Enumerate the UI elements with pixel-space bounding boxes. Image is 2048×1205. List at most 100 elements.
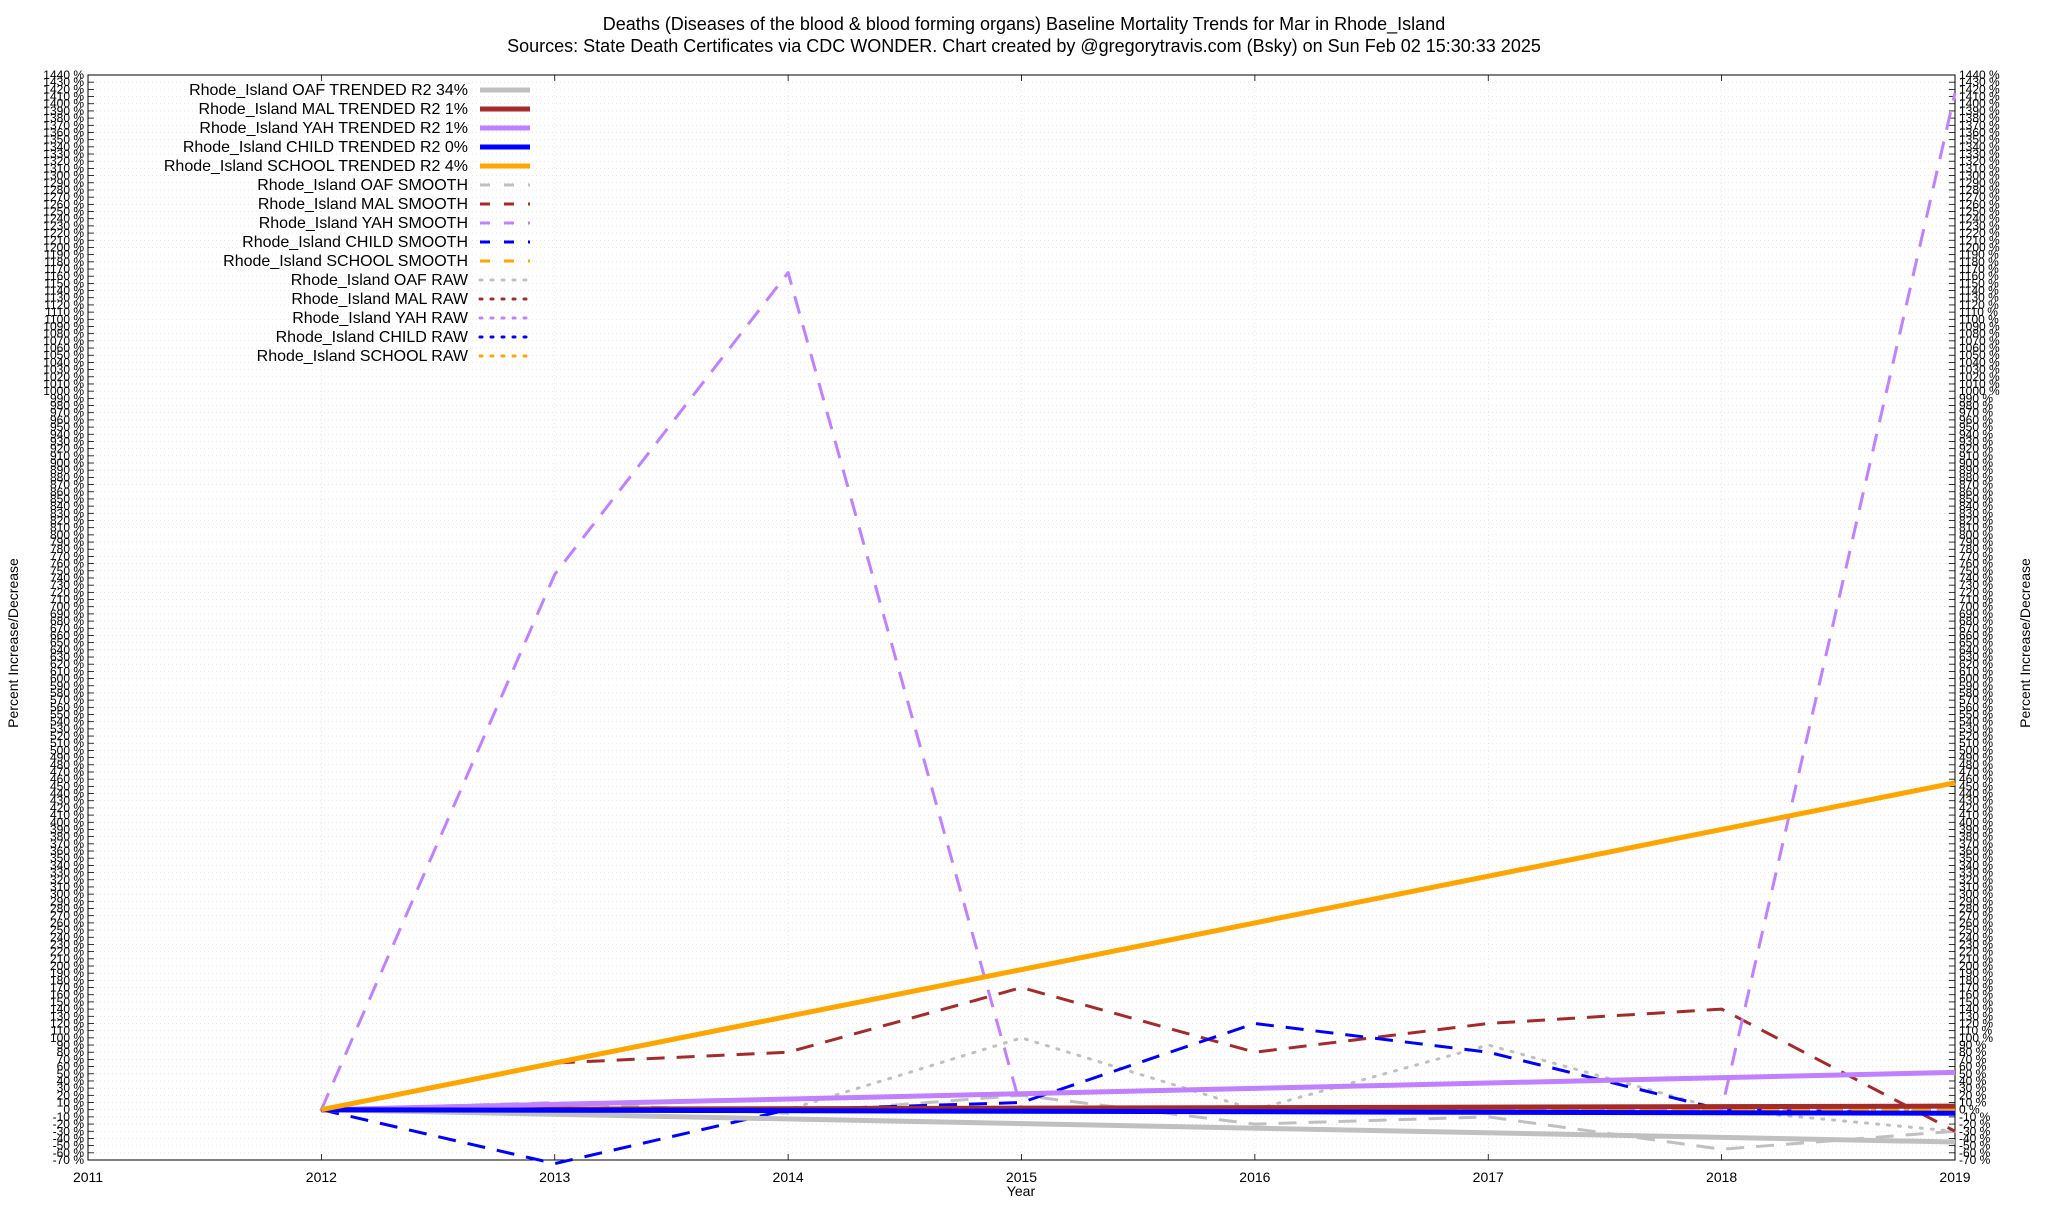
y2-tick-label: 610 % — [1959, 664, 1993, 678]
y-tick-label: 610 % — [50, 664, 84, 678]
legend-label: Rhode_Island OAF TRENDED R2 34% — [189, 82, 468, 99]
y2-tick-label: 180 % — [1959, 973, 1993, 987]
y2-tick-label: 50 % — [1959, 1067, 1987, 1081]
y-tick-label: 1090 % — [43, 319, 84, 333]
y-tick-label: 940 % — [50, 427, 84, 441]
y-tick-label: 100 % — [50, 1031, 84, 1045]
y-tick-label: 1270 % — [43, 190, 84, 204]
y-tick-label: 1240 % — [43, 212, 84, 226]
y-tick-label: 1080 % — [43, 327, 84, 341]
y-tick-label: 150 % — [50, 995, 84, 1009]
y-tick-label: 1320 % — [43, 154, 84, 168]
y2-tick-label: 330 % — [1959, 866, 1993, 880]
y2-tick-label: -50 % — [1959, 1139, 1991, 1153]
y-tick-label: 1410 % — [43, 90, 84, 104]
y-tick-label: 230 % — [50, 937, 84, 951]
y2-tick-label: 1300 % — [1959, 169, 2000, 183]
y2-tick-label: 1000 % — [1959, 384, 2000, 398]
y-tick-label: -60 % — [53, 1146, 85, 1160]
x-tick-label: 2016 — [1239, 1169, 1270, 1185]
y2-tick-label: 400 % — [1959, 815, 1993, 829]
y2-tick-label: 770 % — [1959, 549, 1993, 563]
y-tick-label: 50 % — [57, 1067, 85, 1081]
y-tick-label: 260 % — [50, 916, 84, 930]
y2-tick-label: 1160 % — [1959, 269, 1999, 283]
y2-tick-label: 660 % — [1959, 628, 1993, 642]
y-tick-label: 60 % — [57, 1060, 85, 1074]
y-tick-label: 730 % — [50, 578, 84, 592]
series-line-6 — [321, 986, 1956, 1133]
y2-tick-label: 1060 % — [1959, 341, 2000, 355]
y2-tick-label: 1220 % — [1959, 226, 2000, 240]
y2-tick-label: 450 % — [1959, 779, 1993, 793]
y2-tick-label: 850 % — [1959, 492, 1993, 506]
y2-tick-label: 10 % — [1959, 1096, 1987, 1110]
y-tick-label: 990 % — [50, 391, 84, 405]
y-tick-label: 1380 % — [43, 111, 84, 125]
y-tick-label: 900 % — [50, 456, 84, 470]
y-tick-label: 240 % — [50, 930, 84, 944]
y2-tick-label: 650 % — [1959, 636, 1993, 650]
y2-tick-label: 440 % — [1959, 787, 1993, 801]
y-tick-label: 630 % — [50, 650, 84, 664]
y-tick-label: 320 % — [50, 873, 84, 887]
y2-tick-label: -20 % — [1959, 1117, 1991, 1131]
y-tick-label: 270 % — [50, 909, 84, 923]
legend-label: Rhode_Island CHILD RAW — [276, 329, 469, 346]
y-tick-label: 1330 % — [43, 147, 84, 161]
y-tick-label: 380 % — [50, 830, 84, 844]
y-tick-label: 300 % — [50, 887, 84, 901]
y2-tick-label: 320 % — [1959, 873, 1993, 887]
y2-tick-label: 600 % — [1959, 672, 1993, 686]
x-tick-label: 2019 — [1939, 1169, 1970, 1185]
y-tick-label: 310 % — [50, 880, 84, 894]
y-tick-label: 1400 % — [43, 97, 84, 111]
y-tick-label: -10 % — [53, 1110, 85, 1124]
y-tick-label: 1440 % — [43, 68, 84, 82]
y-tick-label: 930 % — [50, 434, 84, 448]
y-tick-label: 800 % — [50, 528, 84, 542]
y-tick-label: 770 % — [50, 549, 84, 563]
y-tick-label: 600 % — [50, 672, 84, 686]
y2-tick-label: 1210 % — [1959, 233, 2000, 247]
y2-tick-label: 500 % — [1959, 743, 1993, 757]
y-tick-label: 90 % — [57, 1038, 85, 1052]
y2-tick-label: 760 % — [1959, 557, 1993, 571]
y2-tick-label: 1030 % — [1959, 363, 2000, 377]
y-tick-label: 290 % — [50, 894, 84, 908]
legend-label: Rhode_Island MAL TRENDED R2 1% — [199, 101, 468, 118]
y2-tick-label: 830 % — [1959, 506, 1993, 520]
y2-tick-label: 0 % — [1959, 1103, 1980, 1117]
y-tick-label: 210 % — [50, 952, 84, 966]
y-tick-label: 1170 % — [44, 262, 84, 276]
y-tick-label: 650 % — [50, 636, 84, 650]
y-tick-label: 1360 % — [43, 125, 84, 139]
y-tick-label: 1370 % — [43, 118, 84, 132]
legend-label: Rhode_Island MAL RAW — [291, 291, 469, 308]
y-tick-label: 520 % — [50, 729, 84, 743]
y2-tick-label: 310 % — [1959, 880, 1993, 894]
y-tick-label: 80 % — [57, 1045, 85, 1059]
y-tick-label: 1310 % — [43, 161, 84, 175]
y2-tick-label: 1420 % — [1959, 82, 2000, 96]
y2-tick-label: 940 % — [1959, 427, 1993, 441]
y2-tick-label: 840 % — [1959, 499, 1993, 513]
y2-tick-label: 190 % — [1959, 966, 1993, 980]
y2-tick-label: 90 % — [1959, 1038, 1987, 1052]
y2-tick-label: 1150 % — [1959, 276, 1999, 290]
series-line-2 — [321, 1069, 1956, 1113]
y2-tick-label: 340 % — [1959, 858, 1993, 872]
y2-tick-label: 260 % — [1959, 916, 1993, 930]
legend-label: Rhode_Island SCHOOL SMOOTH — [223, 253, 468, 270]
y-tick-label: 1030 % — [43, 363, 84, 377]
y-tick-label: 760 % — [50, 557, 84, 571]
y-tick-label: 880 % — [50, 470, 84, 484]
y2-tick-label: 40 % — [1959, 1074, 1987, 1088]
y2-tick-label: 280 % — [1959, 902, 1993, 916]
legend-label: Rhode_Island OAF SMOOTH — [257, 177, 468, 194]
y-tick-label: 470 % — [50, 765, 84, 779]
y-tick-label: 510 % — [50, 736, 84, 750]
y2-tick-label: 690 % — [1959, 607, 1993, 621]
y-tick-label: 910 % — [50, 449, 84, 463]
